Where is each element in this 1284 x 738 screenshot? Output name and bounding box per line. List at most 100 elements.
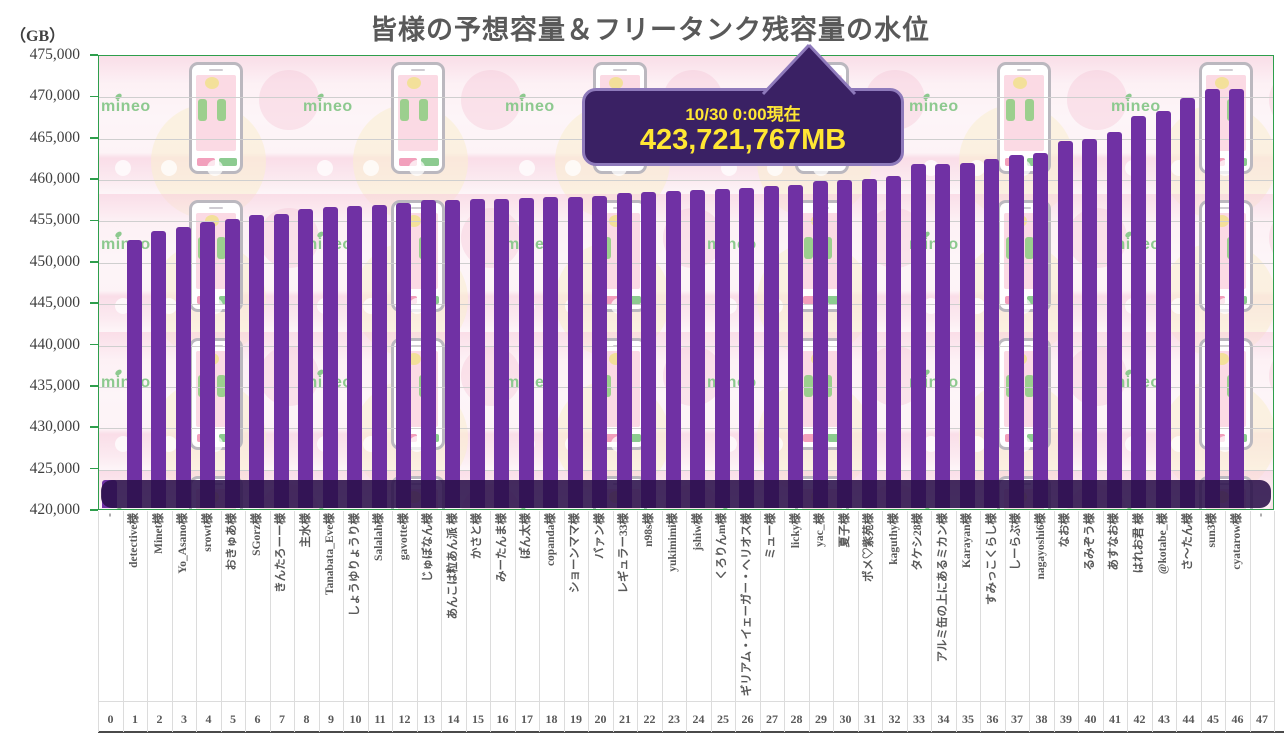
column-separator	[1200, 511, 1202, 732]
prediction-bar	[445, 199, 461, 508]
x-category-label: -	[103, 513, 116, 517]
x-category-label: すみっこくらし様	[985, 513, 998, 605]
phone-speaker	[1017, 207, 1031, 209]
column-separator	[122, 511, 124, 732]
bg-service-icon	[207, 160, 223, 176]
y-tick-mark	[90, 385, 98, 387]
x-category-label: kaguthy様	[887, 513, 900, 565]
phone-screen-sun	[1013, 77, 1027, 89]
x-index-label: 31	[864, 712, 876, 726]
x-category-label: おきゅあ様	[226, 513, 239, 571]
x-category-label: バァン様	[593, 513, 606, 559]
prediction-bar	[420, 199, 436, 508]
y-tick-mark	[90, 95, 98, 98]
x-index-label: 44	[1182, 712, 1195, 726]
prediction-bar	[788, 184, 804, 508]
bg-service-icon	[923, 436, 939, 452]
phone-screen-character	[400, 99, 409, 121]
column-separator	[686, 511, 687, 732]
x-index-label: 18	[545, 712, 558, 726]
column-separator	[196, 511, 197, 732]
x-category-label: ポメ♡紫苑様	[863, 513, 876, 582]
x-index-label: 45	[1207, 712, 1219, 726]
column-separator	[441, 511, 442, 732]
phone-screen-character	[217, 237, 226, 259]
x-category-label: Minet様	[152, 513, 165, 554]
column-separator	[1225, 511, 1226, 732]
mineo-logo-watermark: mineo	[1111, 92, 1161, 116]
column-separator	[318, 511, 320, 732]
x-index-label: 17	[521, 712, 533, 726]
column-separator	[931, 511, 932, 732]
x-index-label: 0	[107, 712, 114, 726]
prediction-bar	[1180, 98, 1196, 508]
x-category-label: じゅぼなん様	[422, 513, 435, 582]
prediction-bar	[1057, 141, 1073, 508]
column-separator	[1078, 511, 1079, 732]
column-separator	[784, 511, 785, 732]
bg-service-icon	[161, 160, 177, 176]
bg-pink-circle	[461, 70, 521, 130]
column-separator	[1102, 511, 1104, 732]
x-index-label: 8	[303, 712, 310, 726]
prediction-bar	[249, 214, 265, 508]
x-index-label: 12	[398, 712, 411, 726]
phone-green-button	[219, 158, 237, 166]
y-gridline	[99, 345, 1273, 347]
x-index-label: 43	[1158, 712, 1170, 726]
column-separator	[220, 511, 222, 732]
phone-screen-character	[217, 375, 226, 397]
y-tick-label: 425,000	[29, 459, 80, 477]
phone-green-button	[623, 434, 641, 442]
column-separator	[1249, 511, 1251, 732]
phone-pink-button	[803, 296, 821, 304]
bg-service-icon	[565, 160, 581, 176]
x-index-label: 15	[472, 712, 484, 726]
x-category-label: gavotte様	[397, 513, 410, 561]
phone-pink-button	[399, 158, 417, 166]
mineo-logo-watermark: mineo	[909, 92, 959, 116]
x-category-label: きんたろーー様	[275, 513, 288, 593]
prediction-bar	[273, 214, 289, 508]
x-index-label: 22	[643, 712, 656, 726]
y-tick-label: 420,000	[29, 501, 80, 518]
phone-screen-character	[1006, 99, 1015, 121]
column-separator	[465, 511, 467, 732]
y-tick-label: 450,000	[29, 252, 80, 270]
x-category-label: るみぞう様	[1083, 513, 1096, 571]
y-tick-mark	[90, 136, 98, 139]
x-category-label: @kotabe_様	[1157, 513, 1170, 575]
phone-speaker	[411, 207, 425, 209]
x-category-label: nagayoshi6様	[1034, 513, 1047, 580]
y-tick-mark	[90, 54, 98, 56]
prediction-bar	[126, 240, 142, 508]
y-tick-mark	[90, 426, 98, 429]
column-separator	[955, 511, 957, 732]
x-category-label: -	[1255, 513, 1268, 517]
x-index-label: 47	[1256, 712, 1268, 726]
x-index-label: 9	[328, 712, 334, 726]
y-tick-mark	[90, 261, 98, 263]
x-category-label: レギュラー33様	[618, 513, 631, 594]
y-tick-mark	[90, 343, 98, 346]
bg-service-icon	[1217, 298, 1233, 314]
x-category-label: licky様	[789, 513, 802, 549]
y-tick-label: 455,000	[29, 211, 80, 229]
x-category-label: n98s様	[642, 513, 655, 547]
prediction-bar	[543, 197, 559, 508]
x-category-label: くろりんm様	[716, 513, 729, 581]
prediction-bar	[592, 195, 608, 508]
bg-service-icon	[115, 160, 131, 176]
x-index-label: 6	[254, 712, 261, 726]
x-category-label: yac_様	[814, 513, 827, 547]
phone-green-button	[825, 434, 843, 442]
callout-pointer-triangle	[761, 43, 857, 96]
x-category-label: さ〜たん様	[1181, 513, 1194, 571]
phone-screen-sun	[1215, 77, 1229, 89]
x-index-label: 35	[962, 712, 974, 726]
prediction-bar	[861, 178, 877, 508]
phone-screen-character	[1025, 375, 1034, 397]
bg-service-icon	[519, 160, 535, 176]
column-separator	[882, 511, 883, 732]
x-category-label: Karayan様	[961, 513, 974, 568]
